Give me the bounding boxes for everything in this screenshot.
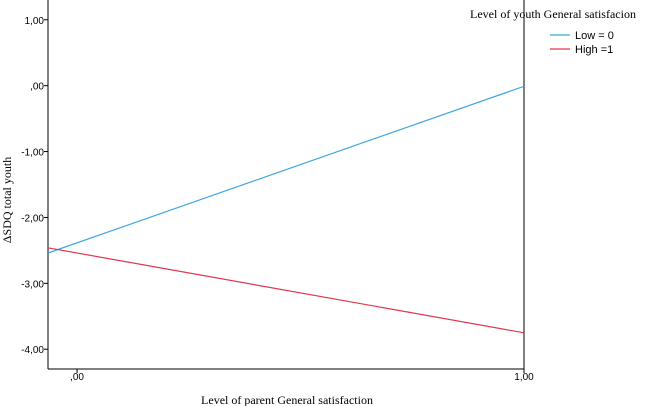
x-tick-label: 1,00 [514,372,534,383]
series-lines [47,85,525,334]
y-tick-label: 1,00 [25,16,45,27]
y-tick-label: -1,00 [21,148,44,159]
legend-title: Level of youth General satisfacion [470,7,636,21]
legend-label-1: High =1 [575,44,613,56]
y-axis: 1,00 ,00 -1,00 -2,00 -3,00 -4,00 [21,16,48,356]
x-axis-title: Level of parent General satisfaction [201,393,373,406]
x-tick-label: ,00 [70,372,84,383]
x-axis: ,00 1,00 [70,369,534,383]
plot-area [47,0,525,370]
y-axis-title: ΔSDQ total youth [0,157,14,243]
y-tick-label: -4,00 [21,345,44,356]
legend: Level of youth General satisfacion Low =… [470,7,636,56]
series-line-1 [47,247,525,334]
y-tick-label: -3,00 [21,279,44,290]
series-line-0 [47,85,525,254]
legend-label-0: Low = 0 [575,30,614,42]
y-tick-label: ,00 [30,82,44,93]
y-tick-label: -2,00 [21,213,44,224]
